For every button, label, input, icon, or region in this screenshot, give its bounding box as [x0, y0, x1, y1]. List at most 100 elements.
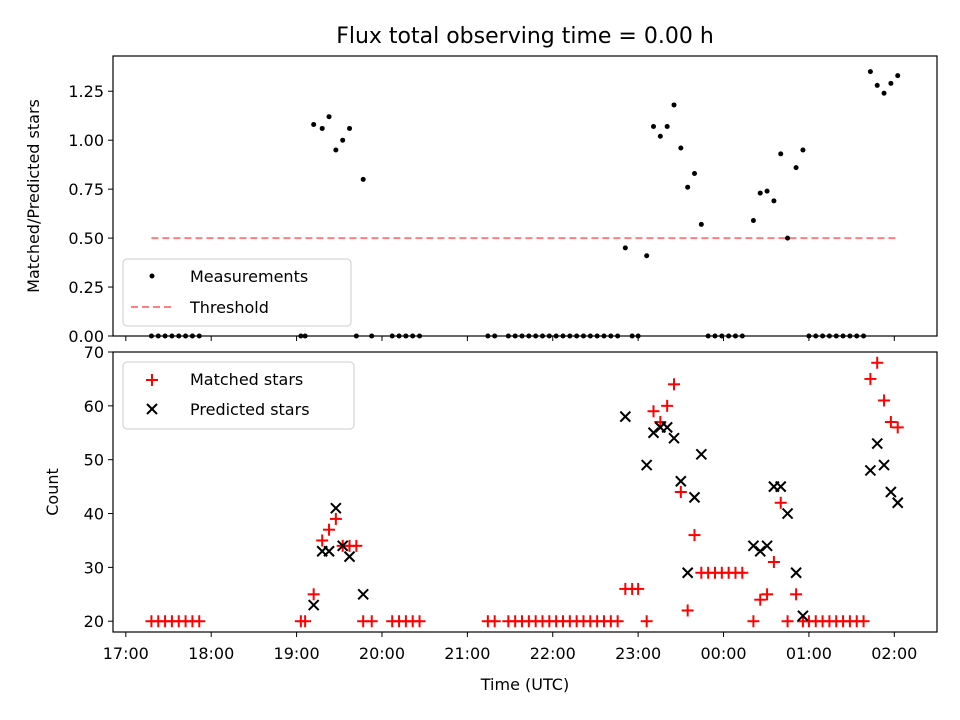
measurement-point: [793, 165, 799, 171]
predicted-star-point: [775, 480, 787, 493]
measurement-point: [785, 235, 791, 241]
bottom-panel: 20 30 40 50 60 70 17:00 18:00 19:00 20:00 21:00 22:…: [43, 343, 938, 694]
matched-star-point: [878, 394, 891, 407]
measurement-point: [622, 245, 628, 251]
measurement-point: [678, 145, 684, 151]
measurement-point: [691, 170, 697, 176]
top-y-tick-label: 0.00: [68, 327, 104, 346]
top-y-axis-label: Matched/Predicted stars: [24, 99, 43, 293]
measurement-point: [888, 80, 894, 86]
x-tick-label: 19:00: [274, 644, 320, 663]
x-tick-label: 17:00: [103, 644, 149, 663]
matched-star-point: [668, 378, 681, 391]
matched-star-point: [761, 588, 774, 601]
measurement-point: [664, 123, 670, 129]
matched-star-point: [754, 593, 767, 606]
measurement-point: [874, 82, 880, 88]
matched-star-point: [193, 615, 206, 628]
matched-star-point: [323, 523, 336, 536]
predicted-star-point: [343, 550, 356, 563]
legend-measurements-marker: [149, 273, 155, 279]
matched-star-point: [611, 615, 624, 628]
measurement-point: [778, 151, 784, 157]
matched-star-point: [329, 512, 342, 525]
matched-star-point: [871, 356, 884, 369]
predicted-star-point: [790, 567, 802, 579]
matched-star-point: [884, 416, 897, 428]
predicted-star-point: [357, 588, 369, 601]
matched-star-point: [688, 529, 701, 542]
predicted-star-point: [688, 491, 701, 504]
legend-threshold-label: Threshold: [189, 298, 269, 317]
predicted-star-point: [747, 540, 760, 552]
matched-star-point: [674, 486, 687, 498]
top-panel: 0.00 0.25 0.50 0.75 1.00 1.25 Matched/Predict…: [24, 55, 938, 346]
x-tick-label: 00:00: [700, 644, 746, 663]
top-panel-axes: 0.00 0.25 0.50 0.75 1.00 1.25: [68, 82, 895, 346]
bottom-y-axis-label: Count: [43, 468, 62, 516]
predicted-star-point: [871, 437, 883, 450]
matched-star-point: [857, 615, 870, 628]
matched-star-point: [365, 615, 378, 628]
bottom-panel-data: [145, 356, 904, 628]
measurement-point: [360, 176, 366, 182]
bottom-y-tick-label: 70: [84, 343, 104, 362]
x-tick-label: 23:00: [615, 644, 661, 663]
legend-measurements-label: Measurements: [190, 267, 308, 286]
x-tick-label: 20:00: [359, 644, 405, 663]
matched-star-point: [747, 615, 760, 628]
matched-star-point: [316, 534, 329, 547]
legend-predicted-marker: [146, 403, 158, 415]
predicted-star-point: [781, 507, 794, 520]
matched-star-point: [299, 615, 312, 628]
top-y-tick-label: 1.25: [68, 82, 104, 101]
predicted-star-point: [892, 497, 904, 509]
bottom-legend: Matched stars Predicted stars: [122, 361, 355, 430]
legend-predicted-label: Predicted stars: [190, 400, 310, 419]
measurement-point: [651, 123, 657, 129]
top-panel-data: [148, 69, 901, 339]
bottom-y-tick-label: 20: [84, 612, 104, 631]
legend-matched-label: Matched stars: [190, 370, 303, 389]
measurement-point: [333, 147, 339, 153]
x-tick-label: 02:00: [871, 644, 917, 663]
measurement-point: [881, 90, 887, 96]
predicted-star-point: [323, 545, 335, 557]
top-legend-box: [122, 258, 352, 327]
measurement-point: [771, 198, 777, 204]
bottom-y-tick-label: 40: [84, 505, 104, 524]
predicted-star-point: [668, 432, 680, 444]
x-tick-label: 22:00: [530, 644, 576, 663]
bottom-y-tick-label: 30: [84, 558, 104, 577]
matched-star-point: [681, 604, 694, 617]
matched-star-point: [632, 582, 645, 595]
matched-star-point: [640, 615, 653, 628]
top-y-tick-label: 0.50: [68, 229, 104, 248]
predicted-star-point: [885, 486, 897, 498]
bottom-y-tick-label: 60: [84, 397, 104, 416]
matched-star-point: [767, 556, 780, 568]
predicted-star-point: [864, 464, 877, 477]
predicted-star-point: [675, 475, 687, 487]
matched-star-point: [891, 421, 904, 434]
predicted-star-point: [307, 599, 320, 611]
bottom-legend-box: [122, 361, 355, 430]
top-y-tick-label: 0.25: [68, 278, 104, 297]
predicted-star-point: [878, 459, 890, 471]
measurement-point: [644, 253, 650, 259]
predicted-star-point: [647, 427, 660, 439]
matched-star-point: [488, 615, 501, 628]
bottom-y-tick-label: 50: [84, 451, 104, 470]
x-tick-label: 21:00: [444, 644, 490, 663]
predicted-star-point: [695, 448, 708, 461]
bottom-panel-frame: [112, 351, 938, 633]
measurement-point: [757, 190, 763, 196]
matched-star-point: [736, 566, 749, 579]
matched-star-point: [350, 539, 363, 552]
measurement-point: [800, 147, 806, 153]
matched-star-point: [864, 372, 877, 385]
measurement-point: [895, 73, 901, 79]
predicted-star-point: [761, 540, 773, 552]
measurement-point: [657, 133, 663, 139]
